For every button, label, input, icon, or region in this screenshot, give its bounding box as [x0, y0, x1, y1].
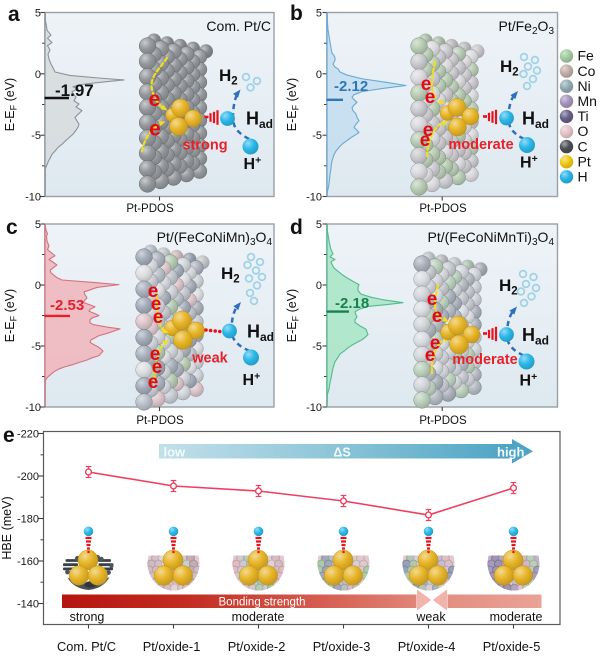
- svg-text:b: b: [290, 2, 303, 25]
- svg-text:-2.12: -2.12: [334, 78, 368, 95]
- svg-text:Pt-PDOS: Pt-PDOS: [419, 415, 467, 427]
- svg-text:Pt/oxide-1: Pt/oxide-1: [143, 639, 201, 654]
- svg-text:Pt-PDOS: Pt-PDOS: [136, 415, 184, 427]
- svg-text:-10: -10: [25, 402, 41, 414]
- svg-text:-200: -200: [17, 471, 39, 483]
- svg-text:e: e: [430, 333, 441, 354]
- svg-text:E-EF (eV): E-EF (eV): [3, 78, 19, 131]
- svg-text:moderate: moderate: [232, 610, 285, 624]
- svg-text:e: e: [149, 88, 161, 111]
- svg-text:5: 5: [35, 8, 41, 20]
- svg-text:E-EF (eV): E-EF (eV): [285, 78, 301, 131]
- svg-text:Ti: Ti: [578, 108, 589, 124]
- svg-text:HBE (meV): HBE (meV): [0, 496, 14, 559]
- svg-text:Pt-PDOS: Pt-PDOS: [126, 203, 174, 215]
- svg-text:5: 5: [316, 8, 322, 20]
- svg-text:-5: -5: [312, 341, 322, 353]
- svg-text:e: e: [420, 130, 431, 151]
- svg-text:e: e: [149, 118, 161, 141]
- svg-text:Pt/oxide-3: Pt/oxide-3: [313, 639, 371, 654]
- svg-text:Pt: Pt: [578, 153, 591, 169]
- svg-text:d: d: [290, 216, 303, 239]
- svg-text:Pt-PDOS: Pt-PDOS: [419, 203, 467, 215]
- svg-text:H: H: [578, 169, 588, 185]
- svg-text:Pt/(FeCoNiMnTi)3O4: Pt/(FeCoNiMnTi)3O4: [427, 229, 554, 248]
- svg-text:E-EF (eV): E-EF (eV): [3, 289, 19, 342]
- svg-text:Pt/Fe2O3: Pt/Fe2O3: [499, 18, 555, 37]
- svg-text:weak: weak: [415, 610, 446, 624]
- svg-text:moderate: moderate: [452, 352, 517, 368]
- svg-text:-140: -140: [17, 599, 39, 611]
- svg-text:5: 5: [35, 219, 41, 231]
- svg-text:e: e: [423, 120, 434, 141]
- svg-text:-1.97: -1.97: [55, 81, 94, 100]
- svg-text:Bonding strength: Bonding strength: [219, 597, 306, 609]
- svg-text:weak: weak: [191, 351, 228, 367]
- svg-text:0: 0: [316, 69, 322, 81]
- svg-text:O: O: [578, 123, 589, 139]
- svg-text:c: c: [6, 216, 18, 239]
- svg-text:-10: -10: [306, 402, 322, 414]
- svg-text:ΔS: ΔS: [333, 446, 350, 460]
- svg-text:C: C: [578, 138, 588, 154]
- svg-text:high: high: [497, 445, 524, 460]
- svg-text:strong: strong: [182, 138, 227, 154]
- svg-text:0: 0: [316, 280, 322, 292]
- svg-text:-220: -220: [17, 429, 39, 441]
- svg-text:-5: -5: [312, 130, 322, 142]
- svg-text:Pt/oxide-5: Pt/oxide-5: [483, 639, 541, 654]
- svg-text:-10: -10: [306, 192, 322, 204]
- svg-text:e: e: [150, 344, 161, 365]
- svg-text:e: e: [148, 281, 159, 302]
- svg-text:Com. Pt/C: Com. Pt/C: [57, 639, 116, 654]
- svg-text:-2.18: -2.18: [335, 295, 369, 312]
- svg-text:strong: strong: [70, 610, 105, 624]
- svg-text:0: 0: [35, 69, 41, 81]
- svg-text:-5: -5: [31, 341, 41, 353]
- svg-text:-2.53: -2.53: [50, 297, 84, 314]
- svg-text:Pt/oxide-2: Pt/oxide-2: [228, 639, 286, 654]
- svg-text:-160: -160: [17, 556, 39, 568]
- svg-text:Fe: Fe: [578, 48, 595, 64]
- svg-text:Pt/oxide-4: Pt/oxide-4: [398, 639, 456, 654]
- svg-text:e: e: [152, 357, 163, 378]
- svg-text:-10: -10: [25, 192, 41, 204]
- svg-text:a: a: [8, 3, 20, 26]
- svg-text:e: e: [153, 307, 164, 328]
- svg-text:Pt/(FeCoNiMn)3O4: Pt/(FeCoNiMn)3O4: [157, 229, 273, 248]
- svg-text:e: e: [3, 424, 15, 447]
- svg-text:e: e: [148, 372, 159, 393]
- svg-text:-180: -180: [17, 514, 39, 526]
- svg-text:Mn: Mn: [578, 93, 597, 109]
- svg-text:e: e: [421, 74, 432, 95]
- svg-text:e: e: [151, 294, 162, 315]
- svg-text:-5: -5: [31, 130, 41, 142]
- svg-text:0: 0: [35, 280, 41, 292]
- svg-text:e: e: [432, 306, 443, 327]
- svg-text:E-EF (eV): E-EF (eV): [285, 289, 301, 342]
- svg-text:low: low: [164, 445, 187, 460]
- svg-text:moderate: moderate: [490, 610, 543, 624]
- svg-text:Co: Co: [578, 63, 596, 79]
- svg-text:e: e: [425, 87, 436, 108]
- svg-text:e: e: [425, 345, 436, 366]
- svg-text:Com. Pt/C: Com. Pt/C: [206, 18, 271, 34]
- svg-text:e: e: [427, 289, 438, 310]
- svg-text:5: 5: [316, 219, 322, 231]
- svg-text:Ni: Ni: [578, 78, 591, 94]
- svg-text:moderate: moderate: [448, 137, 513, 153]
